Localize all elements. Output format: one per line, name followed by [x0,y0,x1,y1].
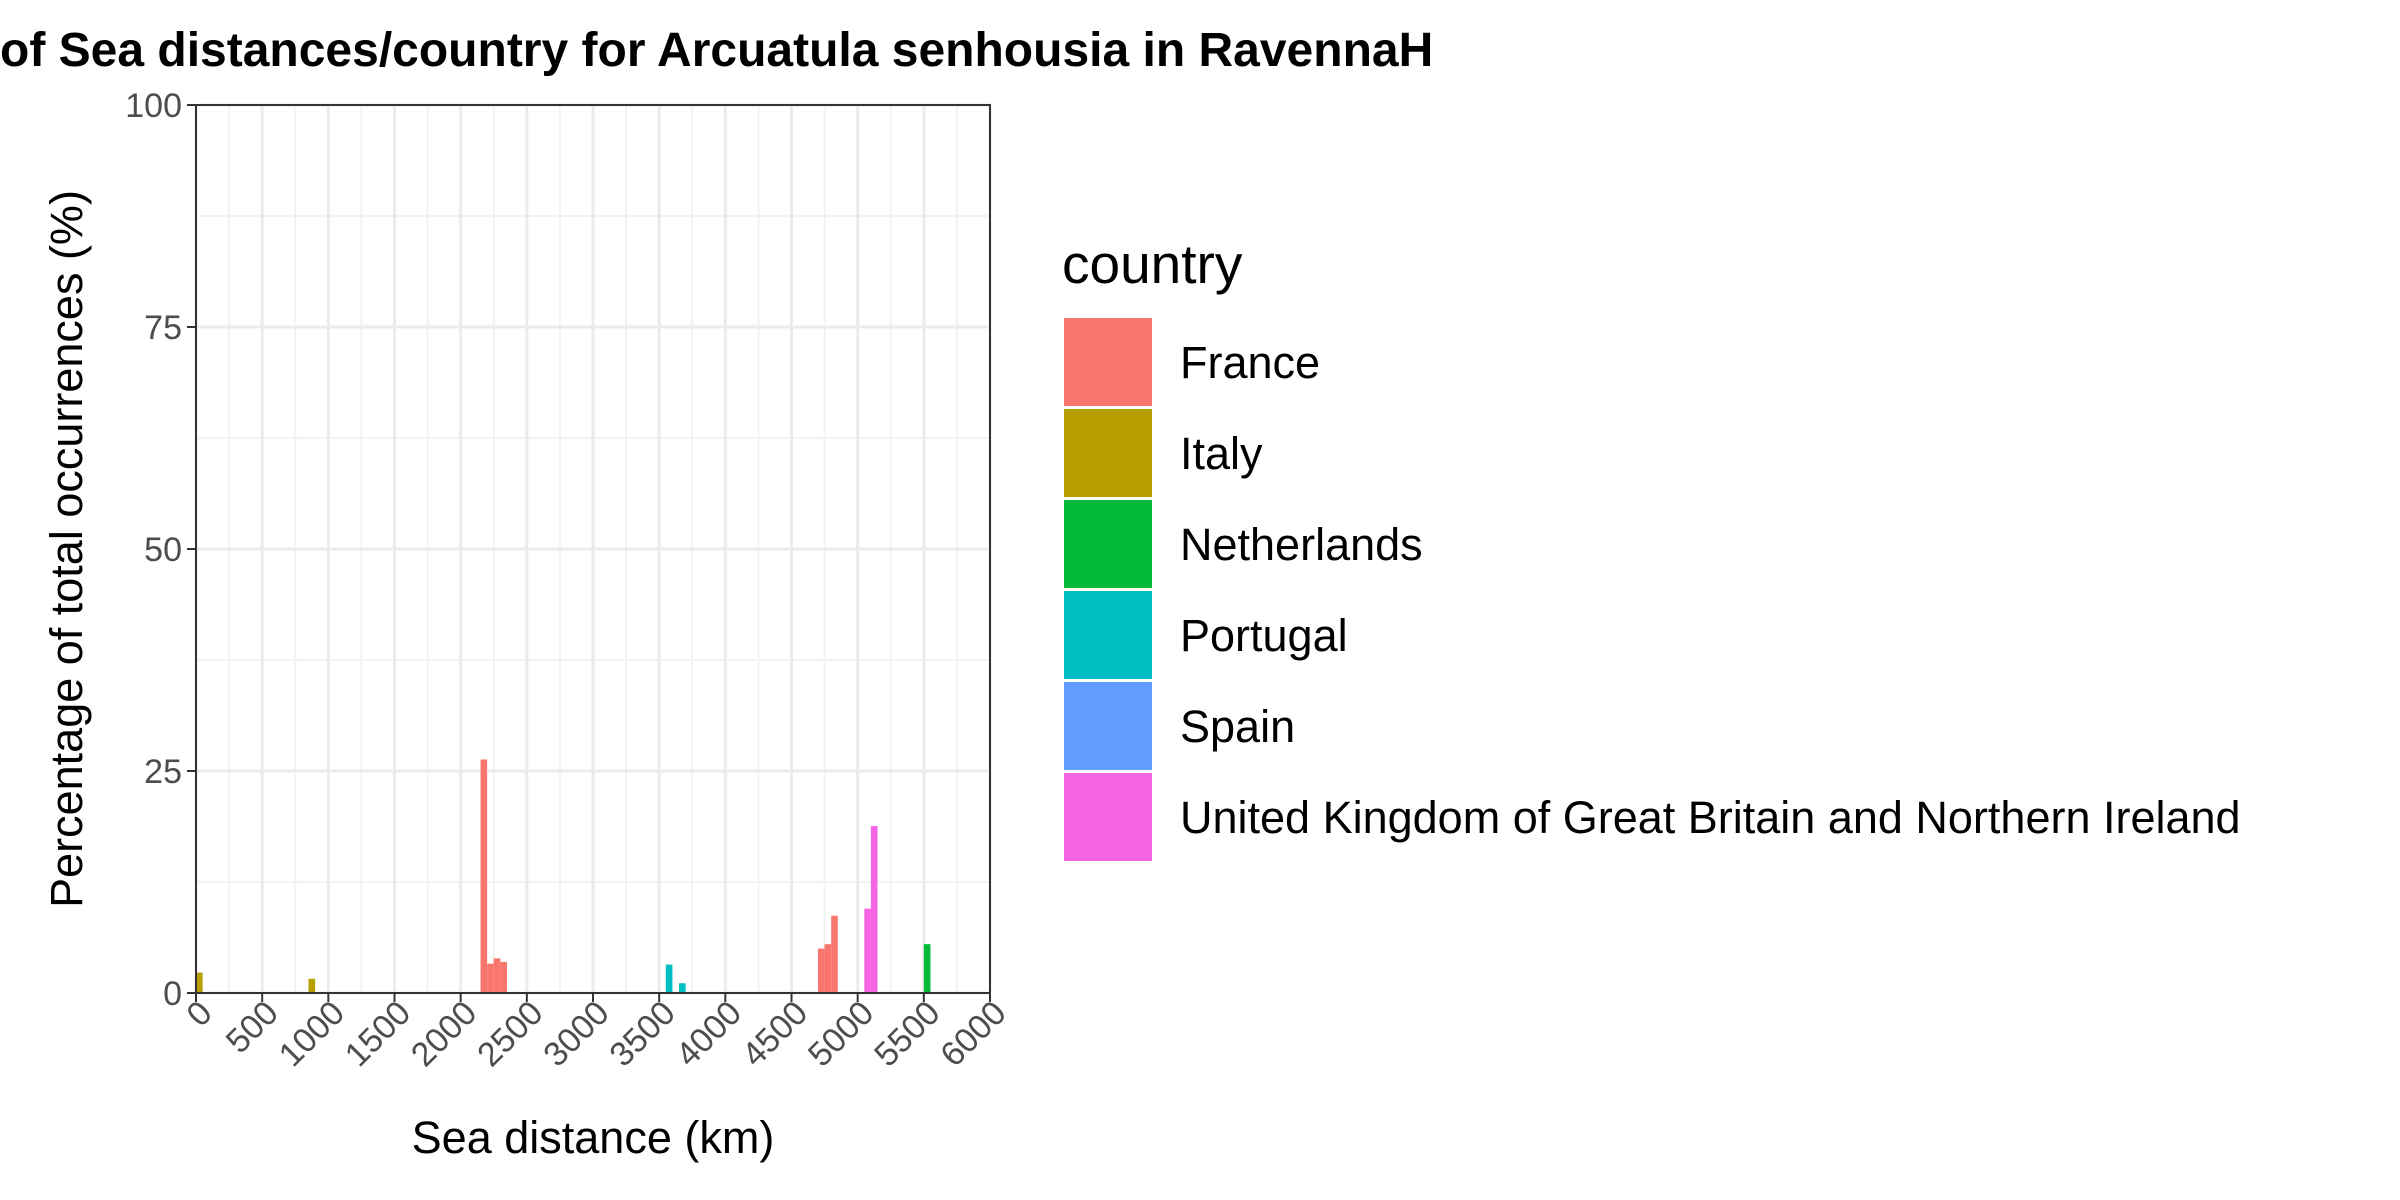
x-tick-label: 0 [179,994,219,1034]
bar-france [831,915,838,993]
x-tick-label: 4000 [669,994,749,1074]
bar-italy [308,978,316,993]
legend: country France Italy Netherlands Portugal Sp… [1062,233,2241,861]
x-tick-label: 6000 [933,994,1013,1074]
legend-key-swatch [1064,773,1152,861]
y-tick-label: 0 [163,975,182,1013]
legend-label: Portugal [1180,610,1348,661]
legend-label: Italy [1180,428,1263,479]
bar-united-kingdom-of-great-britain-and-northern-ireland [870,826,878,993]
legend-label: Netherlands [1180,519,1423,570]
x-tick-label: 5000 [801,994,881,1074]
x-tick-label: 3000 [536,994,616,1074]
bar-france [824,944,832,993]
bar-netherlands [923,944,931,993]
legend-key-swatch [1064,500,1152,588]
legend-key-swatch [1064,409,1152,497]
legend-label: France [1180,337,1320,388]
x-axis: 0 500100015002000250030003500400045005000… [179,993,1014,1074]
x-tick-label: 1500 [338,994,418,1074]
y-tick-label: 50 [144,531,182,569]
legend-key-swatch [1064,591,1152,679]
legend-items: France Italy Netherlands Portugal Spain Unite… [1064,318,2241,861]
y-axis: 0 25 50 75 100 [125,87,196,1013]
x-tick-label: 1000 [272,994,352,1074]
legend-label: Spain [1180,701,1295,752]
x-tick-label: 2000 [404,994,484,1074]
x-tick-label: 4500 [735,994,815,1074]
major-gridlines [194,103,992,995]
chart-title: of Sea distances/country for Arcuatula s… [0,24,1433,77]
bar-france [487,963,494,993]
bar-france [817,948,825,993]
bar-france [500,961,507,993]
y-tick-label: 100 [125,87,182,125]
legend-title: country [1062,233,1243,295]
legend-label: United Kingdom of Great Britain and Nort… [1180,792,2241,843]
x-axis-title: Sea distance (km) [412,1112,775,1163]
bar-portugal [679,983,686,993]
legend-key-swatch [1064,318,1152,406]
x-tick-label: 2500 [470,994,550,1074]
bar-italy [196,972,203,993]
x-tick-label: 5500 [867,994,947,1074]
y-axis-title: Percentage of total occurrences (%) [41,190,92,908]
histogram-bars [196,759,931,993]
bar-france [480,759,488,993]
bar-france [493,958,501,993]
bar-portugal [665,964,673,993]
y-tick-label: 25 [144,753,182,791]
legend-key-swatch [1064,682,1152,770]
bar-united-kingdom-of-great-britain-and-northern-ireland [864,908,871,993]
x-tick-label: 3500 [602,994,682,1074]
y-tick-label: 75 [144,309,182,347]
